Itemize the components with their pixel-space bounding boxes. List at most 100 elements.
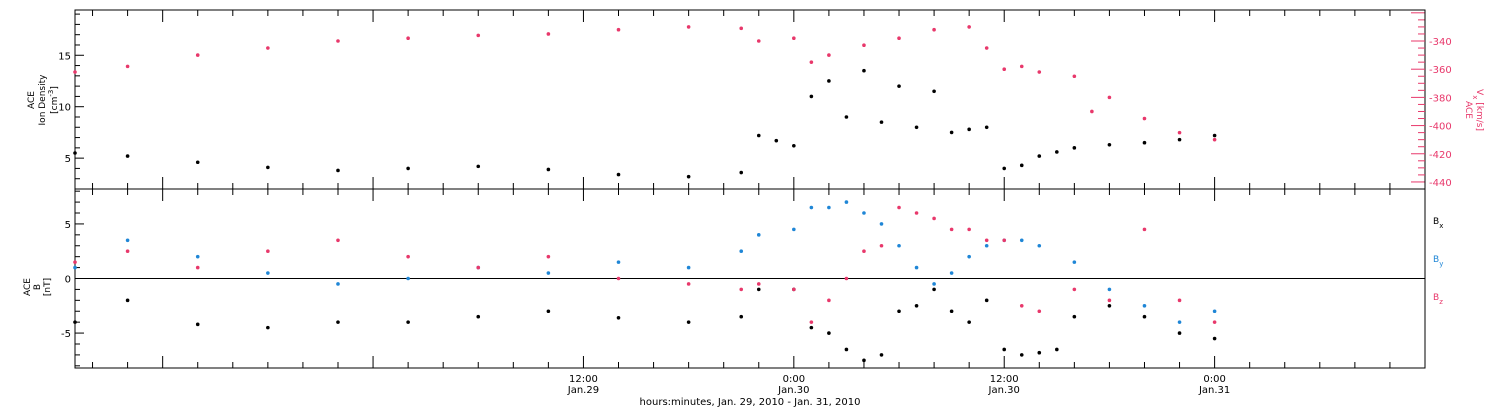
bz-series-point (984, 238, 989, 243)
bx-series-point (879, 353, 884, 357)
x-tick-time-label: 0:00 (783, 374, 805, 385)
top-right-label-top: ACE (1463, 101, 1473, 119)
by-series-point (739, 249, 744, 254)
bz-series-point (1072, 287, 1077, 292)
density-series-point (1037, 154, 1042, 158)
bx-series-point (125, 298, 130, 303)
bottom-left-label-1: ACE (23, 278, 33, 296)
by-series (73, 200, 1217, 324)
by-series-point (984, 243, 989, 248)
legend-bz: Bz (1433, 293, 1443, 306)
vx-series-point (546, 32, 551, 36)
by-series-point (756, 233, 761, 237)
vx-series-point (73, 70, 77, 74)
bz-series-point (1177, 298, 1182, 303)
density-series-point (949, 130, 954, 135)
density-series-point (914, 125, 919, 130)
bx-series-point (914, 303, 919, 308)
bx-series (73, 287, 1217, 363)
x-tick-date-label: Jan.30 (777, 385, 809, 396)
bx-series-point (932, 287, 936, 292)
top-left-axis: 5 10 15 (58, 13, 84, 180)
vx-series-point (756, 39, 761, 43)
bz-series-point (1107, 298, 1112, 303)
by-series-point (686, 265, 691, 270)
density-series-point (266, 165, 270, 170)
x-tick-time-label: 12:00 (990, 374, 1019, 385)
vx-series (73, 25, 1217, 142)
vx-series-point (1090, 109, 1094, 114)
x-tick-date-label: Jan.31 (1198, 385, 1230, 396)
x-tick-time-label: 12:00 (569, 374, 598, 385)
legend-by-base: B (1433, 255, 1439, 265)
vx-series-point (862, 43, 866, 48)
bottom-left-unit: [nT] (43, 278, 53, 296)
bx-series-point (862, 358, 866, 363)
top-data-points (73, 25, 1217, 179)
density-series-point (774, 138, 779, 143)
bx-series-point (739, 314, 744, 319)
top-panel-frame (74, 9, 1426, 190)
legend-bx: Bx (1433, 217, 1443, 230)
vx-series-point (792, 36, 796, 40)
legend-bz-sub: z (1439, 298, 1443, 306)
density-series-point (862, 68, 866, 73)
bx-series-point (897, 309, 901, 314)
top-right-label-sub: x (1471, 95, 1479, 99)
bz-series-point (1037, 309, 1042, 314)
bz-series-point (897, 205, 901, 210)
top-right-tick-label: -440 (1429, 178, 1452, 189)
bz-series-point (1019, 303, 1024, 308)
density-series-point (809, 94, 814, 99)
bz-series-point (756, 282, 761, 286)
x-axis: 12:00Jan.290:00Jan.3012:00Jan.300:00Jan.… (92, 10, 1426, 396)
legend-by: By (1433, 255, 1443, 268)
density-series-point (792, 143, 796, 148)
bz-series-point (862, 249, 866, 254)
bx-series-point (686, 320, 691, 324)
top-panel: 5 10 15 -340 -360 -380 -400 -420 -440 ACE Ion D… (27, 9, 1484, 190)
bz-series-point (932, 216, 936, 221)
bz-series-point (967, 227, 971, 232)
bx-series-point (1142, 314, 1147, 319)
density-series-point (1002, 166, 1007, 171)
vx-series-point (809, 60, 814, 64)
top-right-label-v: V (1474, 89, 1484, 96)
vx-series-point (827, 53, 831, 57)
density-series-point (336, 168, 340, 173)
top-left-unit: [cm-3] (47, 86, 60, 114)
by-series-point (1019, 238, 1024, 243)
density-series-point (1019, 163, 1024, 168)
vx-series-point (195, 53, 200, 57)
by-series-point (879, 222, 884, 226)
by-series-point (1107, 287, 1112, 292)
by-series-point (967, 254, 971, 259)
by-series-point (73, 265, 77, 270)
by-series-point (949, 271, 954, 275)
bz-series-point (195, 265, 200, 270)
vx-series-point (967, 25, 971, 29)
vx-series-point (266, 46, 270, 50)
bz-series (73, 205, 1217, 324)
bx-series-point (827, 331, 831, 335)
bx-series-point (1055, 347, 1059, 352)
bz-series-point (879, 243, 884, 248)
bx-series-point (476, 314, 481, 319)
bz-series-point (949, 227, 954, 232)
top-left-tick-label: 10 (58, 103, 71, 114)
bx-series-point (616, 315, 621, 320)
legend-bx-base: B (1433, 217, 1439, 227)
bx-series-point (406, 320, 410, 324)
by-series-point (336, 282, 340, 286)
by-series-point (897, 243, 901, 248)
by-series-point (266, 271, 270, 275)
by-series-point (1037, 243, 1042, 248)
top-left-unit-sup: -3 (47, 90, 55, 97)
by-series-point (827, 205, 831, 210)
vx-series-point (336, 39, 340, 43)
vx-series-point (739, 26, 744, 31)
bz-series-point (792, 287, 796, 292)
bx-series-point (336, 320, 340, 324)
density-series-point (984, 125, 989, 130)
